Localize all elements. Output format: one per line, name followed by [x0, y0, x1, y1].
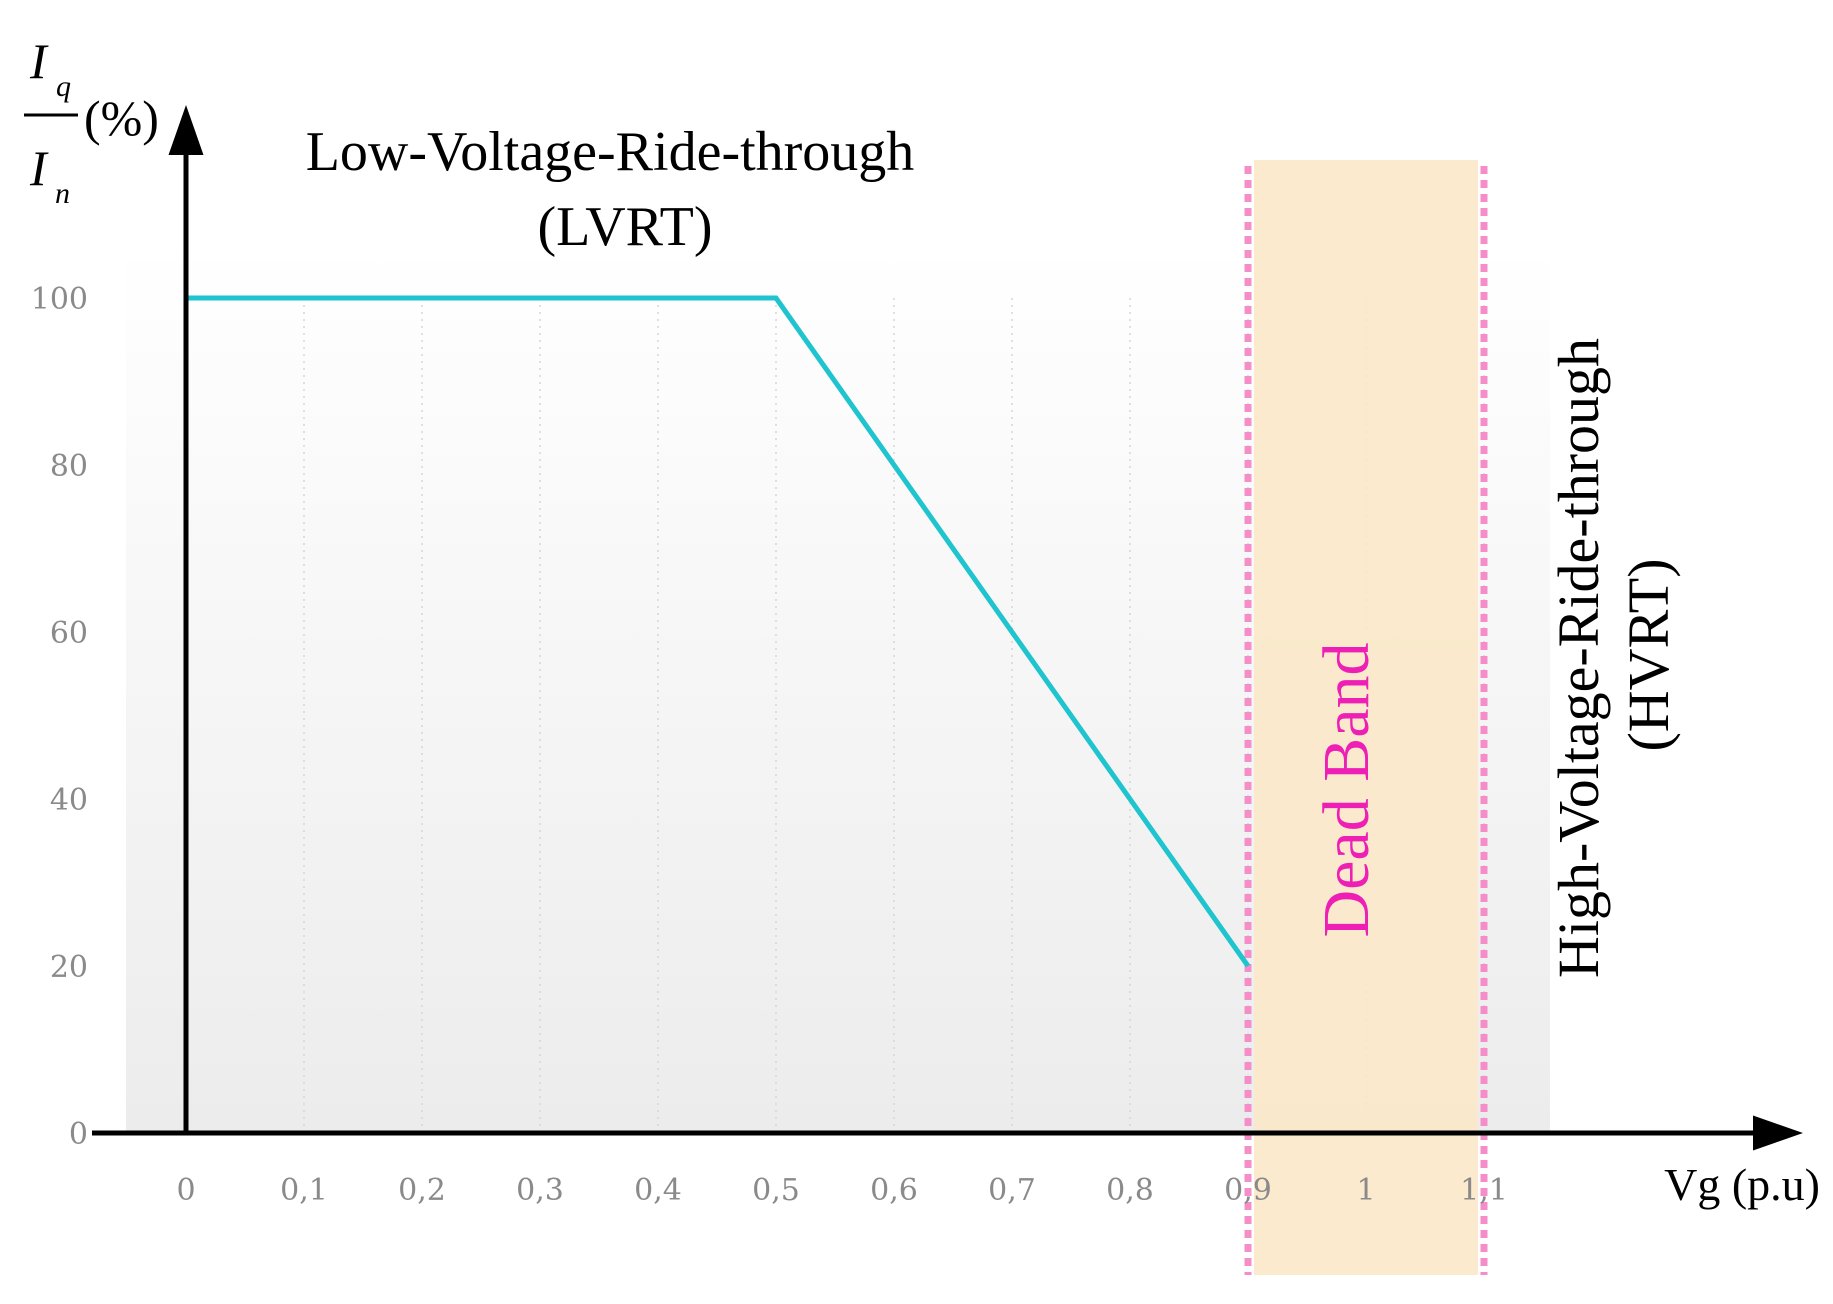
x-tick-label: 0,5: [752, 1173, 800, 1208]
y-label-denominator-sub: n: [55, 177, 70, 210]
y-label-denominator: I: [29, 140, 49, 196]
y-label-numerator: I: [29, 33, 49, 89]
x-tick-label: 1: [1356, 1173, 1375, 1208]
y-tick-label: 100: [31, 282, 88, 317]
dead-band-region: [1254, 160, 1478, 1275]
x-tick-label: 0,3: [516, 1173, 564, 1208]
x-tick-label: 0,7: [988, 1173, 1036, 1208]
y-axis-label: I q I n (%): [24, 33, 159, 210]
y-tick-labels: 0 20 40 60 80 100: [31, 282, 88, 1152]
x-tick-label: 0,2: [398, 1173, 446, 1208]
x-tick-label: 0,4: [634, 1173, 682, 1208]
x-tick-label: 1,1: [1460, 1173, 1508, 1208]
lvrt-annotation-line1: Low-Voltage-Ride-through: [306, 121, 915, 183]
hvrt-annotation-line1: High-Voltage-Ride-through: [1546, 338, 1611, 978]
y-tick-label: 60: [50, 616, 88, 651]
y-tick-label: 0: [69, 1117, 88, 1152]
lvrt-annotation-line2: (LVRT): [538, 196, 713, 258]
x-tick-label: 0,6: [870, 1173, 918, 1208]
x-tick-label: 0,1: [280, 1173, 328, 1208]
reactive-current-line: [186, 295, 1251, 968]
dead-band-label: Dead Band: [1310, 642, 1383, 937]
y-label-unit: (%): [84, 90, 159, 146]
x-tick-label: 0: [176, 1173, 195, 1208]
y-tick-label: 20: [50, 950, 88, 985]
x-axis-label: Vg (p.u): [1664, 1159, 1820, 1210]
y-tick-label: 40: [50, 783, 88, 818]
x-tick-labels: 0 0,1 0,2 0,3 0,4 0,5 0,6 0,7 0,8 0,9 1 1,1: [176, 1173, 1507, 1208]
x-tick-label: 0,8: [1106, 1173, 1154, 1208]
hvrt-annotation-line2: (HVRT): [1616, 558, 1681, 751]
y-tick-label: 80: [50, 449, 88, 484]
x-tick-label: 0,9: [1224, 1173, 1272, 1208]
y-label-numerator-sub: q: [56, 70, 71, 103]
